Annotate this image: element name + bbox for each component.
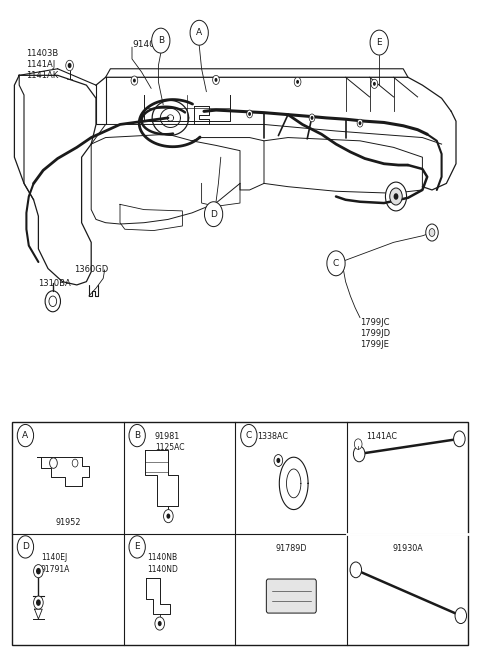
Circle shape <box>353 446 365 462</box>
Text: C: C <box>333 259 339 268</box>
Circle shape <box>190 20 208 45</box>
Circle shape <box>158 621 162 626</box>
Text: 1140EJ
91791A: 1140EJ 91791A <box>41 553 70 574</box>
Circle shape <box>296 80 299 84</box>
Text: 1338AC: 1338AC <box>257 432 288 441</box>
Text: B: B <box>158 36 164 45</box>
Circle shape <box>394 193 398 200</box>
FancyBboxPatch shape <box>266 579 316 613</box>
Circle shape <box>17 424 34 447</box>
Circle shape <box>276 458 280 463</box>
Circle shape <box>34 565 43 578</box>
Text: B: B <box>134 431 140 440</box>
Circle shape <box>213 75 219 84</box>
Text: 1310BA: 1310BA <box>38 279 71 288</box>
Circle shape <box>370 30 388 55</box>
Circle shape <box>429 229 435 236</box>
Text: 1799JC
1799JD
1799JE: 1799JC 1799JD 1799JE <box>360 318 390 349</box>
Circle shape <box>45 291 60 312</box>
Text: 91952: 91952 <box>55 517 81 527</box>
Circle shape <box>131 76 138 85</box>
Circle shape <box>385 182 407 211</box>
Circle shape <box>68 63 72 68</box>
Text: 91930A: 91930A <box>392 544 423 553</box>
Circle shape <box>454 431 465 447</box>
Circle shape <box>248 112 251 116</box>
Circle shape <box>204 202 223 227</box>
Circle shape <box>36 599 41 606</box>
Text: 1141AC: 1141AC <box>366 432 397 441</box>
Circle shape <box>359 121 361 125</box>
Circle shape <box>240 424 257 447</box>
Circle shape <box>309 114 315 122</box>
Text: 1140NB
1140ND: 1140NB 1140ND <box>147 553 178 574</box>
Circle shape <box>66 60 73 71</box>
Circle shape <box>311 116 313 120</box>
Text: 1125AC: 1125AC <box>155 443 184 452</box>
Circle shape <box>49 296 57 307</box>
Circle shape <box>327 251 345 276</box>
Text: D: D <box>210 210 217 219</box>
Circle shape <box>152 28 170 53</box>
Text: 11403B
1141AJ
1141AK: 11403B 1141AJ 1141AK <box>26 49 59 81</box>
Text: D: D <box>22 542 29 552</box>
Circle shape <box>167 514 170 519</box>
Text: 91400: 91400 <box>132 40 161 49</box>
Circle shape <box>354 439 362 449</box>
Circle shape <box>274 455 283 466</box>
Text: 91789D: 91789D <box>276 544 307 553</box>
Circle shape <box>350 562 361 578</box>
Text: A: A <box>196 28 202 37</box>
Circle shape <box>164 510 173 523</box>
Circle shape <box>426 224 438 241</box>
Circle shape <box>155 617 165 630</box>
Circle shape <box>36 568 41 574</box>
Circle shape <box>357 119 363 127</box>
Circle shape <box>129 424 145 447</box>
Text: C: C <box>246 431 252 440</box>
Circle shape <box>49 458 57 468</box>
Text: 91981: 91981 <box>155 432 180 441</box>
Text: E: E <box>376 38 382 47</box>
Text: A: A <box>23 431 28 440</box>
Circle shape <box>247 110 252 118</box>
Circle shape <box>371 79 378 88</box>
Circle shape <box>390 188 402 205</box>
Circle shape <box>373 82 376 86</box>
Circle shape <box>72 459 78 467</box>
Circle shape <box>294 77 301 86</box>
Circle shape <box>215 78 217 82</box>
Circle shape <box>129 536 145 558</box>
Text: 1360GD: 1360GD <box>74 265 108 274</box>
Bar <box>12 422 468 645</box>
Circle shape <box>34 596 43 609</box>
Circle shape <box>455 608 467 624</box>
Circle shape <box>133 79 136 83</box>
Text: E: E <box>134 542 140 552</box>
Circle shape <box>17 536 34 558</box>
